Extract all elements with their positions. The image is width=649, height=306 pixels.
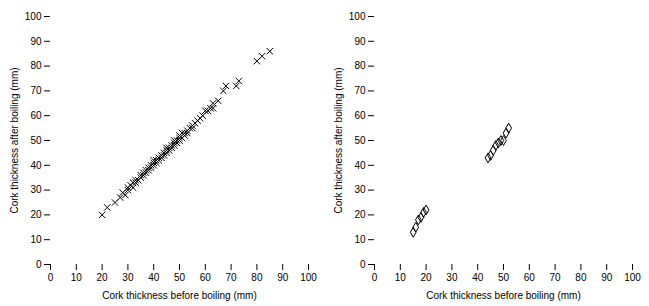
svg-text:20: 20 [97,272,109,283]
svg-text:50: 50 [354,135,366,146]
svg-text:70: 70 [226,272,238,283]
svg-text:60: 60 [354,110,366,121]
svg-text:10: 10 [71,272,83,283]
svg-text:100: 100 [624,272,641,283]
svg-text:30: 30 [354,184,366,195]
svg-text:Cork thickness after boiling (: Cork thickness after boiling (mm) [333,67,344,213]
svg-text:90: 90 [601,272,613,283]
svg-text:0: 0 [360,259,366,270]
svg-text:10: 10 [395,272,407,283]
svg-text:70: 70 [30,85,42,96]
svg-text:Cork thickness before boiling: Cork thickness before boiling (mm) [102,290,257,301]
svg-text:90: 90 [354,36,366,47]
svg-text:0: 0 [372,272,378,283]
svg-text:Cork thickness before boiling: Cork thickness before boiling (mm) [426,290,581,301]
svg-text:100: 100 [349,11,366,22]
svg-text:20: 20 [354,209,366,220]
svg-text:20: 20 [30,209,42,220]
svg-text:40: 40 [354,160,366,171]
svg-text:60: 60 [524,272,536,283]
svg-text:20: 20 [421,272,433,283]
svg-text:60: 60 [200,272,212,283]
svg-text:80: 80 [575,272,587,283]
svg-text:10: 10 [354,234,366,245]
svg-text:60: 60 [30,110,42,121]
svg-text:80: 80 [251,272,263,283]
svg-text:0: 0 [48,272,54,283]
svg-text:50: 50 [498,272,510,283]
svg-text:40: 40 [148,272,160,283]
svg-text:100: 100 [300,272,317,283]
svg-text:50: 50 [30,135,42,146]
svg-text:30: 30 [446,272,458,283]
svg-text:100: 100 [25,11,42,22]
svg-text:30: 30 [122,272,134,283]
svg-text:40: 40 [472,272,484,283]
svg-text:80: 80 [354,60,366,71]
svg-text:40: 40 [30,160,42,171]
svg-text:70: 70 [550,272,562,283]
svg-text:90: 90 [277,272,289,283]
svg-text:80: 80 [30,60,42,71]
svg-text:50: 50 [174,272,186,283]
svg-text:10: 10 [30,234,42,245]
svg-text:Cork thickness after boiling (: Cork thickness after boiling (mm) [9,67,20,213]
svg-text:90: 90 [30,36,42,47]
svg-text:30: 30 [30,184,42,195]
svg-text:70: 70 [354,85,366,96]
svg-text:0: 0 [36,259,42,270]
